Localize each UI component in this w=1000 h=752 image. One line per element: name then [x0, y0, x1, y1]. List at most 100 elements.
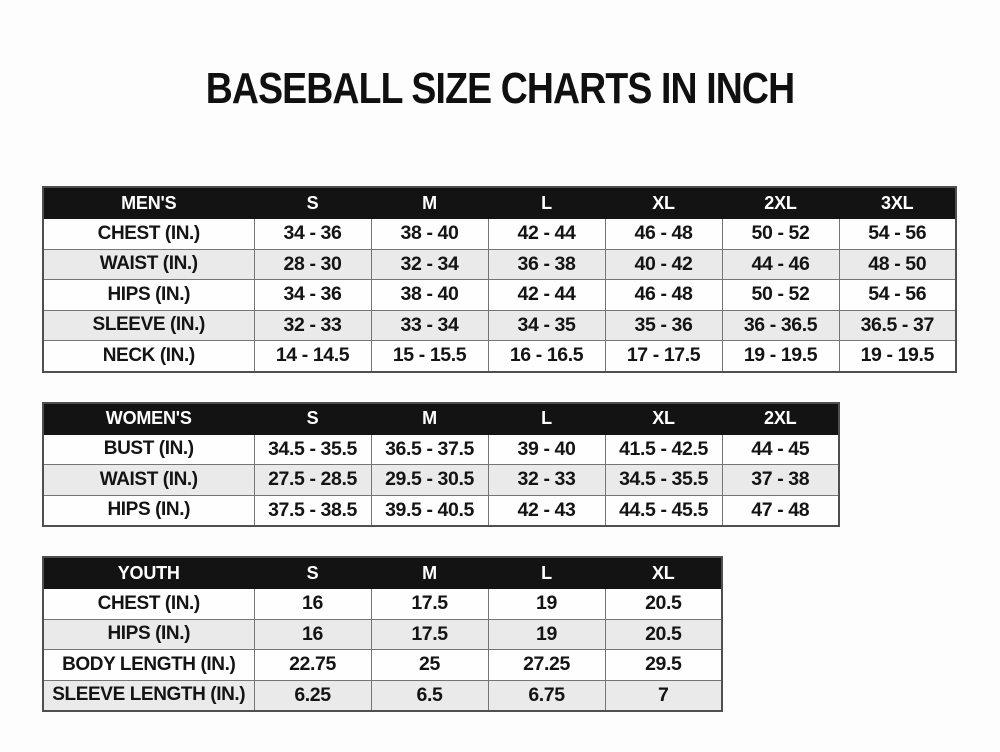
measurement-value: 39 - 40 [487, 433, 606, 465]
measurement-label: HIPS (IN.) [42, 279, 255, 311]
measurement-label: HIPS (IN.) [42, 494, 255, 527]
womens-size-header-2xl: 2XL [721, 402, 840, 435]
youth-table-title: YOUTH [42, 556, 255, 589]
measurement-value: 44 - 46 [721, 248, 840, 280]
measurement-label: BODY LENGTH (IN.) [42, 649, 255, 681]
mens-table-row: SLEEVE (IN.) 32 - 33 33 - 34 34 - 35 35 - 36… [42, 309, 957, 341]
measurement-value: 46 - 48 [604, 218, 723, 250]
measurement-value: 44 - 45 [721, 433, 840, 465]
measurement-value: 29.5 - 30.5 [370, 464, 489, 496]
measurement-value: 34 - 36 [253, 218, 372, 250]
womens-size-header-xl: XL [604, 402, 723, 435]
youth-header-row: YOUTH S M L XL [42, 556, 723, 589]
measurement-value: 48 - 50 [838, 248, 957, 280]
mens-table-row: WAIST (IN.) 28 - 30 32 - 34 36 - 38 40 - 42 4… [42, 248, 957, 280]
measurement-value: 40 - 42 [604, 248, 723, 280]
measurement-value: 22.75 [253, 649, 372, 681]
mens-size-header-xl: XL [604, 186, 723, 219]
measurement-value: 32 - 33 [487, 464, 606, 496]
womens-table-row: HIPS (IN.) 37.5 - 38.5 39.5 - 40.5 42 - 43 4… [42, 494, 840, 527]
measurement-value: 42 - 44 [487, 218, 606, 250]
measurement-value: 16 [253, 618, 372, 650]
youth-size-header-l: L [487, 556, 606, 589]
measurement-value: 19 [487, 618, 606, 650]
page-title: BASEBALL SIZE CHARTS IN INCH [205, 64, 795, 113]
measurement-value: 29.5 [604, 649, 723, 681]
measurement-value: 37 - 38 [721, 464, 840, 496]
womens-size-chart-table: WOMEN'S S M L XL 2XL BUST (IN.) 34.5 - 35.5 36.5… [42, 401, 840, 527]
measurement-value: 38 - 40 [370, 218, 489, 250]
measurement-value: 34.5 - 35.5 [604, 464, 723, 496]
measurement-value: 28 - 30 [253, 248, 372, 280]
measurement-value: 27.25 [487, 649, 606, 681]
mens-table-row: NECK (IN.) 14 - 14.5 15 - 15.5 16 - 16.5 17 … [42, 340, 957, 372]
measurement-value: 16 [253, 588, 372, 620]
measurement-value: 34 - 36 [253, 279, 372, 311]
youth-table-row: HIPS (IN.) 16 17.5 19 20.5 [42, 618, 723, 650]
mens-size-header-2xl: 2XL [721, 186, 840, 219]
youth-size-chart-table: YOUTH S M L XL CHEST (IN.) 16 17.5 19 20.5 HIPS (I… [42, 556, 723, 712]
youth-table-row: CHEST (IN.) 16 17.5 19 20.5 [42, 588, 723, 620]
measurement-value: 15 - 15.5 [370, 340, 489, 372]
measurement-label: CHEST (IN.) [42, 218, 255, 250]
youth-size-header-s: S [253, 556, 372, 589]
measurement-value: 19 - 19.5 [838, 340, 957, 372]
measurement-value: 25 [370, 649, 489, 681]
measurement-value: 32 - 33 [253, 309, 372, 341]
youth-table-row: BODY LENGTH (IN.) 22.75 25 27.25 29.5 [42, 649, 723, 681]
measurement-value: 6.5 [370, 679, 489, 712]
measurement-value: 6.25 [253, 679, 372, 712]
mens-table-title: MEN'S [42, 186, 255, 219]
measurement-value: 35 - 36 [604, 309, 723, 341]
measurement-value: 46 - 48 [604, 279, 723, 311]
measurement-label: WAIST (IN.) [42, 248, 255, 280]
measurement-value: 34.5 - 35.5 [253, 433, 372, 465]
womens-table-row: BUST (IN.) 34.5 - 35.5 36.5 - 37.5 39 - 40 4… [42, 433, 840, 465]
measurement-value: 36.5 - 37 [838, 309, 957, 341]
measurement-label: CHEST (IN.) [42, 588, 255, 620]
measurement-value: 19 - 19.5 [721, 340, 840, 372]
mens-header-row: MEN'S S M L XL 2XL 3XL [42, 186, 957, 219]
youth-table-row: SLEEVE LENGTH (IN.) 6.25 6.5 6.75 7 [42, 679, 723, 712]
womens-table-row: WAIST (IN.) 27.5 - 28.5 29.5 - 30.5 32 - 33… [42, 464, 840, 496]
mens-size-header-s: S [253, 186, 372, 219]
measurement-value: 6.75 [487, 679, 606, 712]
womens-size-header-m: M [370, 402, 489, 435]
measurement-value: 7 [604, 679, 723, 712]
measurement-label: NECK (IN.) [42, 340, 255, 372]
measurement-value: 38 - 40 [370, 279, 489, 311]
measurement-value: 17.5 [370, 588, 489, 620]
measurement-value: 20.5 [604, 588, 723, 620]
measurement-label: HIPS (IN.) [42, 618, 255, 650]
womens-table-title: WOMEN'S [42, 402, 255, 435]
measurement-value: 19 [487, 588, 606, 620]
measurement-value: 36 - 38 [487, 248, 606, 280]
youth-size-header-m: M [370, 556, 489, 589]
mens-size-chart-table: MEN'S S M L XL 2XL 3XL CHEST (IN.) 34 - 36 38 - 4… [42, 186, 957, 373]
measurement-label: SLEEVE (IN.) [42, 309, 255, 341]
youth-size-header-xl: XL [604, 556, 723, 589]
measurement-value: 14 - 14.5 [253, 340, 372, 372]
measurement-value: 37.5 - 38.5 [253, 494, 372, 527]
mens-table-row: HIPS (IN.) 34 - 36 38 - 40 42 - 44 46 - 48 50… [42, 279, 957, 311]
mens-size-header-l: L [487, 186, 606, 219]
measurement-value: 50 - 52 [721, 218, 840, 250]
measurement-value: 54 - 56 [838, 279, 957, 311]
measurement-value: 44.5 - 45.5 [604, 494, 723, 527]
measurement-value: 33 - 34 [370, 309, 489, 341]
measurement-label: SLEEVE LENGTH (IN.) [42, 679, 255, 712]
mens-size-header-m: M [370, 186, 489, 219]
measurement-value: 42 - 44 [487, 279, 606, 311]
measurement-value: 16 - 16.5 [487, 340, 606, 372]
size-tables-container: MEN'S S M L XL 2XL 3XL CHEST (IN.) 34 - 36 38 - 4… [42, 186, 957, 712]
womens-size-header-l: L [487, 402, 606, 435]
measurement-value: 42 - 43 [487, 494, 606, 527]
measurement-value: 17 - 17.5 [604, 340, 723, 372]
measurement-value: 32 - 34 [370, 248, 489, 280]
measurement-value: 36 - 36.5 [721, 309, 840, 341]
measurement-value: 47 - 48 [721, 494, 840, 527]
measurement-label: WAIST (IN.) [42, 464, 255, 496]
womens-header-row: WOMEN'S S M L XL 2XL [42, 402, 840, 435]
measurement-value: 17.5 [370, 618, 489, 650]
